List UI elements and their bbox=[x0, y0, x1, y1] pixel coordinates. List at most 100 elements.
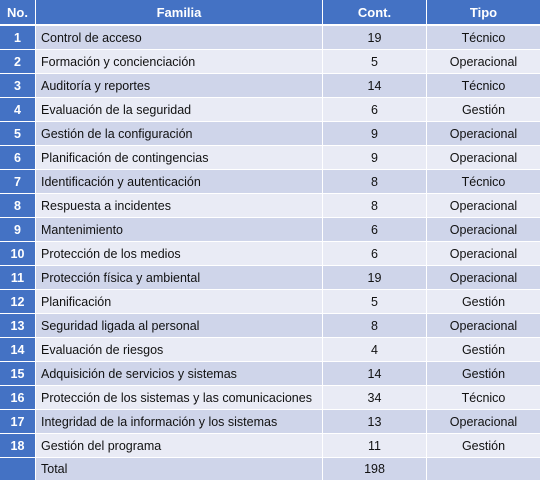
header-no: No. bbox=[0, 0, 36, 26]
tipo-cell: Operacional bbox=[427, 266, 540, 290]
total-no-cell bbox=[0, 458, 36, 481]
no-cell: 17 bbox=[0, 410, 36, 434]
cont-cell: 19 bbox=[323, 266, 427, 290]
cont-cell: 8 bbox=[323, 170, 427, 194]
header-tipo: Tipo bbox=[427, 0, 540, 26]
no-cell: 5 bbox=[0, 122, 36, 146]
cont-cell: 8 bbox=[323, 194, 427, 218]
tipo-cell: Técnico bbox=[427, 170, 540, 194]
tipo-cell: Operacional bbox=[427, 314, 540, 338]
no-cell: 16 bbox=[0, 386, 36, 410]
table-row: 16 Protección de los sistemas y las comun… bbox=[0, 386, 540, 410]
familia-cell: Gestión de la configuración bbox=[36, 122, 323, 146]
total-tipo-cell bbox=[427, 458, 540, 481]
cont-cell: 5 bbox=[323, 290, 427, 314]
familia-cell: Planificación de contingencias bbox=[36, 146, 323, 170]
no-cell: 18 bbox=[0, 434, 36, 458]
no-cell: 13 bbox=[0, 314, 36, 338]
total-label: Total bbox=[36, 458, 323, 481]
header-cont: Cont. bbox=[323, 0, 427, 26]
table-row: 10 Protección de los medios 6 Operacional bbox=[0, 242, 540, 266]
cont-cell: 6 bbox=[323, 242, 427, 266]
table-row: 1 Control de acceso 19 Técnico bbox=[0, 26, 540, 50]
no-cell: 11 bbox=[0, 266, 36, 290]
no-cell: 6 bbox=[0, 146, 36, 170]
no-cell: 4 bbox=[0, 98, 36, 122]
tipo-cell: Técnico bbox=[427, 386, 540, 410]
cont-cell: 14 bbox=[323, 362, 427, 386]
no-cell: 15 bbox=[0, 362, 36, 386]
no-cell: 3 bbox=[0, 74, 36, 98]
familia-cell: Planificación bbox=[36, 290, 323, 314]
cont-cell: 6 bbox=[323, 98, 427, 122]
familia-cell: Adquisición de servicios y sistemas bbox=[36, 362, 323, 386]
familia-cell: Identificación y autenticación bbox=[36, 170, 323, 194]
familia-cell: Protección física y ambiental bbox=[36, 266, 323, 290]
no-cell: 12 bbox=[0, 290, 36, 314]
familia-cell: Protección de los medios bbox=[36, 242, 323, 266]
table-row: 2 Formación y concienciación 5 Operacional bbox=[0, 50, 540, 74]
cont-cell: 13 bbox=[323, 410, 427, 434]
cont-cell: 11 bbox=[323, 434, 427, 458]
header-row: No. Familia Cont. Tipo bbox=[0, 0, 540, 26]
no-cell: 1 bbox=[0, 26, 36, 50]
table-row: 8 Respuesta a incidentes 8 Operacional bbox=[0, 194, 540, 218]
cont-cell: 6 bbox=[323, 218, 427, 242]
tipo-cell: Gestión bbox=[427, 290, 540, 314]
table-row: 7 Identificación y autenticación 8 Técnico bbox=[0, 170, 540, 194]
tipo-cell: Gestión bbox=[427, 434, 540, 458]
cont-cell: 5 bbox=[323, 50, 427, 74]
cont-cell: 19 bbox=[323, 26, 427, 50]
familia-cell: Formación y concienciación bbox=[36, 50, 323, 74]
cont-cell: 8 bbox=[323, 314, 427, 338]
table-row: 15 Adquisición de servicios y sistemas 14 G… bbox=[0, 362, 540, 386]
table-header: No. Familia Cont. Tipo bbox=[0, 0, 540, 26]
familia-cell: Seguridad ligada al personal bbox=[36, 314, 323, 338]
total-row: Total 198 bbox=[0, 458, 540, 481]
table-row: 17 Integridad de la información y los sis… bbox=[0, 410, 540, 434]
no-cell: 8 bbox=[0, 194, 36, 218]
no-cell: 14 bbox=[0, 338, 36, 362]
table-row: 13 Seguridad ligada al personal 8 Operacion… bbox=[0, 314, 540, 338]
tipo-cell: Gestión bbox=[427, 362, 540, 386]
cont-cell: 4 bbox=[323, 338, 427, 362]
tipo-cell: Operacional bbox=[427, 146, 540, 170]
familia-cell: Protección de los sistemas y las comunic… bbox=[36, 386, 323, 410]
table-body: 1 Control de acceso 19 Técnico 2 Formación y … bbox=[0, 26, 540, 481]
no-cell: 7 bbox=[0, 170, 36, 194]
tipo-cell: Operacional bbox=[427, 218, 540, 242]
familia-cell: Respuesta a incidentes bbox=[36, 194, 323, 218]
total-cont: 198 bbox=[323, 458, 427, 481]
tipo-cell: Gestión bbox=[427, 338, 540, 362]
tipo-cell: Operacional bbox=[427, 50, 540, 74]
table-row: 3 Auditoría y reportes 14 Técnico bbox=[0, 74, 540, 98]
table-row: 11 Protección física y ambiental 19 Operaci… bbox=[0, 266, 540, 290]
tipo-cell: Operacional bbox=[427, 122, 540, 146]
header-familia: Familia bbox=[36, 0, 323, 26]
cont-cell: 9 bbox=[323, 146, 427, 170]
familia-cell: Integridad de la información y los siste… bbox=[36, 410, 323, 434]
familia-cell: Evaluación de riesgos bbox=[36, 338, 323, 362]
familia-cell: Gestión del programa bbox=[36, 434, 323, 458]
cont-cell: 34 bbox=[323, 386, 427, 410]
tipo-cell: Técnico bbox=[427, 74, 540, 98]
no-cell: 10 bbox=[0, 242, 36, 266]
tipo-cell: Operacional bbox=[427, 242, 540, 266]
cont-cell: 14 bbox=[323, 74, 427, 98]
table-row: 12 Planificación 5 Gestión bbox=[0, 290, 540, 314]
tipo-cell: Técnico bbox=[427, 26, 540, 50]
familia-cell: Mantenimiento bbox=[36, 218, 323, 242]
table-row: 5 Gestión de la configuración 9 Operacional bbox=[0, 122, 540, 146]
table-row: 14 Evaluación de riesgos 4 Gestión bbox=[0, 338, 540, 362]
tipo-cell: Gestión bbox=[427, 98, 540, 122]
tipo-cell: Operacional bbox=[427, 410, 540, 434]
familia-cell: Control de acceso bbox=[36, 26, 323, 50]
no-cell: 2 bbox=[0, 50, 36, 74]
tipo-cell: Operacional bbox=[427, 194, 540, 218]
table-row: 18 Gestión del programa 11 Gestión bbox=[0, 434, 540, 458]
table-row: 6 Planificación de contingencias 9 Operacio… bbox=[0, 146, 540, 170]
no-cell: 9 bbox=[0, 218, 36, 242]
familia-cell: Evaluación de la seguridad bbox=[36, 98, 323, 122]
table-row: 9 Mantenimiento 6 Operacional bbox=[0, 218, 540, 242]
